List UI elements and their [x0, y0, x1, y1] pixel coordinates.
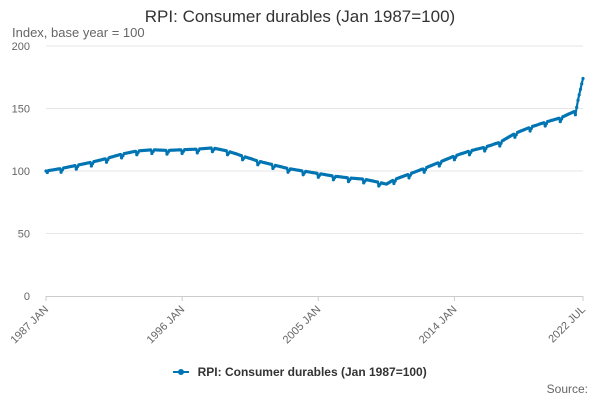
data-point	[499, 141, 503, 145]
data-point	[179, 148, 183, 152]
data-point	[573, 113, 578, 117]
x-tick-label: 1996 JAN	[145, 304, 188, 347]
y-tick-label: 0	[24, 291, 30, 303]
data-point	[118, 152, 122, 157]
data-point	[285, 166, 289, 170]
data-point	[375, 180, 380, 184]
x-tick-label: 2022 JUL	[546, 304, 588, 346]
legend-label: RPI: Consumer durables (Jan 1987=100)	[197, 365, 427, 379]
y-tick-label: 200	[12, 41, 30, 53]
data-point	[59, 170, 63, 174]
data-point	[580, 82, 584, 86]
data-point	[578, 87, 583, 91]
data-point	[300, 169, 304, 173]
data-point	[496, 141, 501, 145]
axes: 0 50 100 150 200 1987 JAN 1996 JAN 2005 JAN 2014…	[8, 41, 588, 346]
data-point	[407, 176, 411, 180]
data-point	[224, 149, 228, 153]
data-point	[422, 170, 426, 174]
data-point	[360, 177, 364, 181]
data-point	[88, 160, 92, 165]
chart-title: RPI: Consumer durables (Jan 1987=100)	[144, 7, 456, 26]
y-tick-label: 150	[12, 104, 30, 116]
y-tick-label: 100	[12, 166, 30, 178]
data-point	[542, 121, 546, 125]
series-line	[44, 77, 585, 188]
data-point	[103, 157, 107, 161]
data-point	[194, 147, 198, 151]
data-point	[391, 178, 395, 183]
data-point	[451, 154, 455, 159]
data-point	[558, 120, 562, 124]
data-point	[239, 154, 243, 158]
data-point	[575, 105, 579, 109]
data-point	[406, 173, 410, 177]
data-point	[466, 149, 470, 153]
data-point	[164, 148, 168, 152]
data-point	[89, 164, 93, 168]
data-point	[512, 132, 516, 136]
data-point	[270, 162, 274, 166]
data-point	[421, 167, 425, 171]
x-tick-label: 1987 JAN	[8, 304, 51, 347]
data-point	[104, 160, 109, 164]
data-point	[58, 167, 62, 171]
source-label: Source:	[546, 382, 588, 396]
data-point	[528, 129, 532, 133]
series-markers	[44, 76, 585, 188]
data-point	[254, 159, 259, 163]
data-point	[481, 146, 485, 150]
x-tick-label: 2005 JAN	[281, 304, 324, 347]
data-point	[436, 161, 440, 165]
data-point	[73, 164, 77, 168]
data-point	[581, 76, 585, 81]
data-point	[345, 176, 349, 180]
data-point	[330, 174, 334, 178]
data-point	[315, 171, 319, 175]
data-point	[467, 153, 472, 157]
data-point	[209, 146, 213, 150]
data-point	[513, 135, 517, 139]
data-point	[543, 124, 547, 128]
series-layer	[44, 76, 585, 188]
data-point	[149, 148, 153, 152]
x-tick-label: 2014 JAN	[417, 304, 460, 347]
data-point	[577, 93, 581, 97]
data-point	[557, 116, 561, 120]
legend-swatch-icon	[173, 368, 190, 375]
data-point	[133, 149, 138, 153]
data-point	[452, 158, 456, 162]
data-point	[572, 110, 576, 114]
data-point	[527, 126, 531, 130]
data-point	[498, 144, 502, 148]
grid-lines	[46, 45, 583, 234]
chart-subtitle: Index, base year = 100	[12, 25, 145, 40]
legend[interactable]: RPI: Consumer durables (Jan 1987=100)	[0, 365, 600, 379]
y-tick-label: 50	[18, 229, 30, 241]
data-point	[437, 164, 441, 168]
data-point	[576, 98, 580, 102]
data-point	[483, 149, 487, 153]
data-point	[392, 181, 396, 186]
